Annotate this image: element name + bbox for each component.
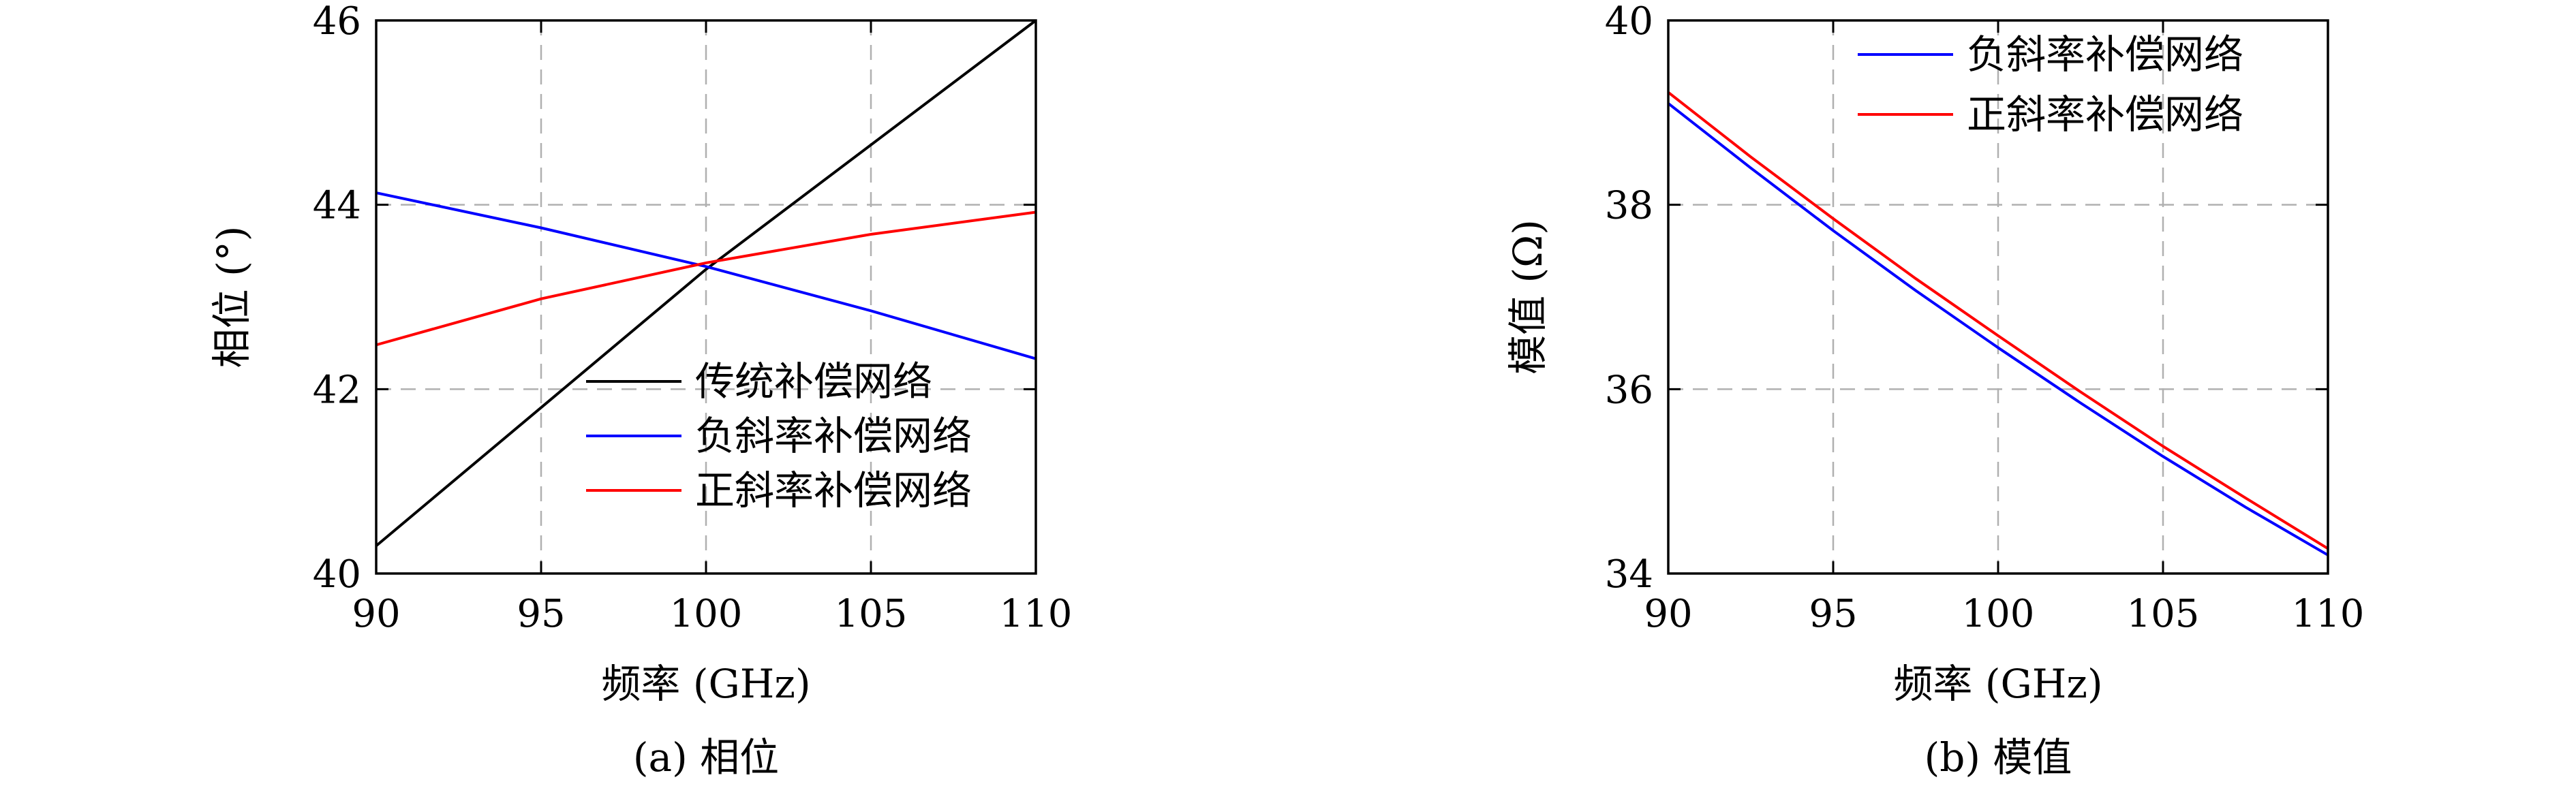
y-tick-label: 38 bbox=[1605, 184, 1653, 228]
x-tick-label: 100 bbox=[670, 592, 743, 636]
legend-label-2: 正斜率补偿网络 bbox=[695, 467, 972, 514]
x-tick-label: 105 bbox=[2127, 592, 2200, 636]
legend-label-1: 负斜率补偿网络 bbox=[695, 413, 972, 459]
legend-label-1: 正斜率补偿网络 bbox=[1967, 91, 2243, 138]
legend-label-0: 传统补偿网络 bbox=[695, 358, 932, 405]
y-tick-label: 42 bbox=[313, 368, 361, 412]
series-line-1 bbox=[375, 191, 1037, 360]
panel-caption: (a) 相位 bbox=[633, 734, 779, 781]
series-line-0 bbox=[375, 19, 1037, 547]
y-axis-label: 模值 (Ω) bbox=[1505, 219, 1551, 375]
panel-caption: (b) 模值 bbox=[1925, 734, 2072, 781]
series-line-1 bbox=[1667, 91, 2329, 550]
series-line-0 bbox=[1667, 102, 2329, 556]
x-axis-label: 频率 (GHz) bbox=[1893, 661, 2102, 707]
y-tick-label: 40 bbox=[313, 552, 361, 597]
y-tick-label: 34 bbox=[1605, 552, 1653, 597]
series-line-2 bbox=[375, 210, 1037, 347]
magnitude-chart-panel: 90 95 100 105 110 34 36 38 40 频率 (GHz) 模值 (Ω) 负斜率补偿… bbox=[1505, 0, 2364, 781]
y-axis-label: 相位 (°) bbox=[209, 226, 255, 368]
x-tick-label: 90 bbox=[352, 592, 400, 636]
legend-label-0: 负斜率补偿网络 bbox=[1967, 31, 2243, 78]
y-tick-label: 46 bbox=[313, 0, 361, 44]
phase-chart-panel: 90 95 100 105 110 40 42 44 46 频率 (GHz) 相位 (°) 传统补偿网… bbox=[209, 0, 1072, 781]
x-tick-label: 90 bbox=[1644, 592, 1692, 636]
y-tick-label: 44 bbox=[313, 184, 361, 228]
x-tick-label: 95 bbox=[1809, 592, 1857, 636]
y-tick-label: 40 bbox=[1605, 0, 1653, 44]
x-tick-label: 110 bbox=[2292, 592, 2365, 636]
x-tick-label: 100 bbox=[1962, 592, 2035, 636]
x-tick-label: 95 bbox=[517, 592, 565, 636]
x-axis-label: 频率 (GHz) bbox=[601, 661, 810, 707]
x-tick-label: 110 bbox=[1000, 592, 1073, 636]
x-tick-label: 105 bbox=[835, 592, 908, 636]
y-tick-label: 36 bbox=[1605, 368, 1653, 412]
